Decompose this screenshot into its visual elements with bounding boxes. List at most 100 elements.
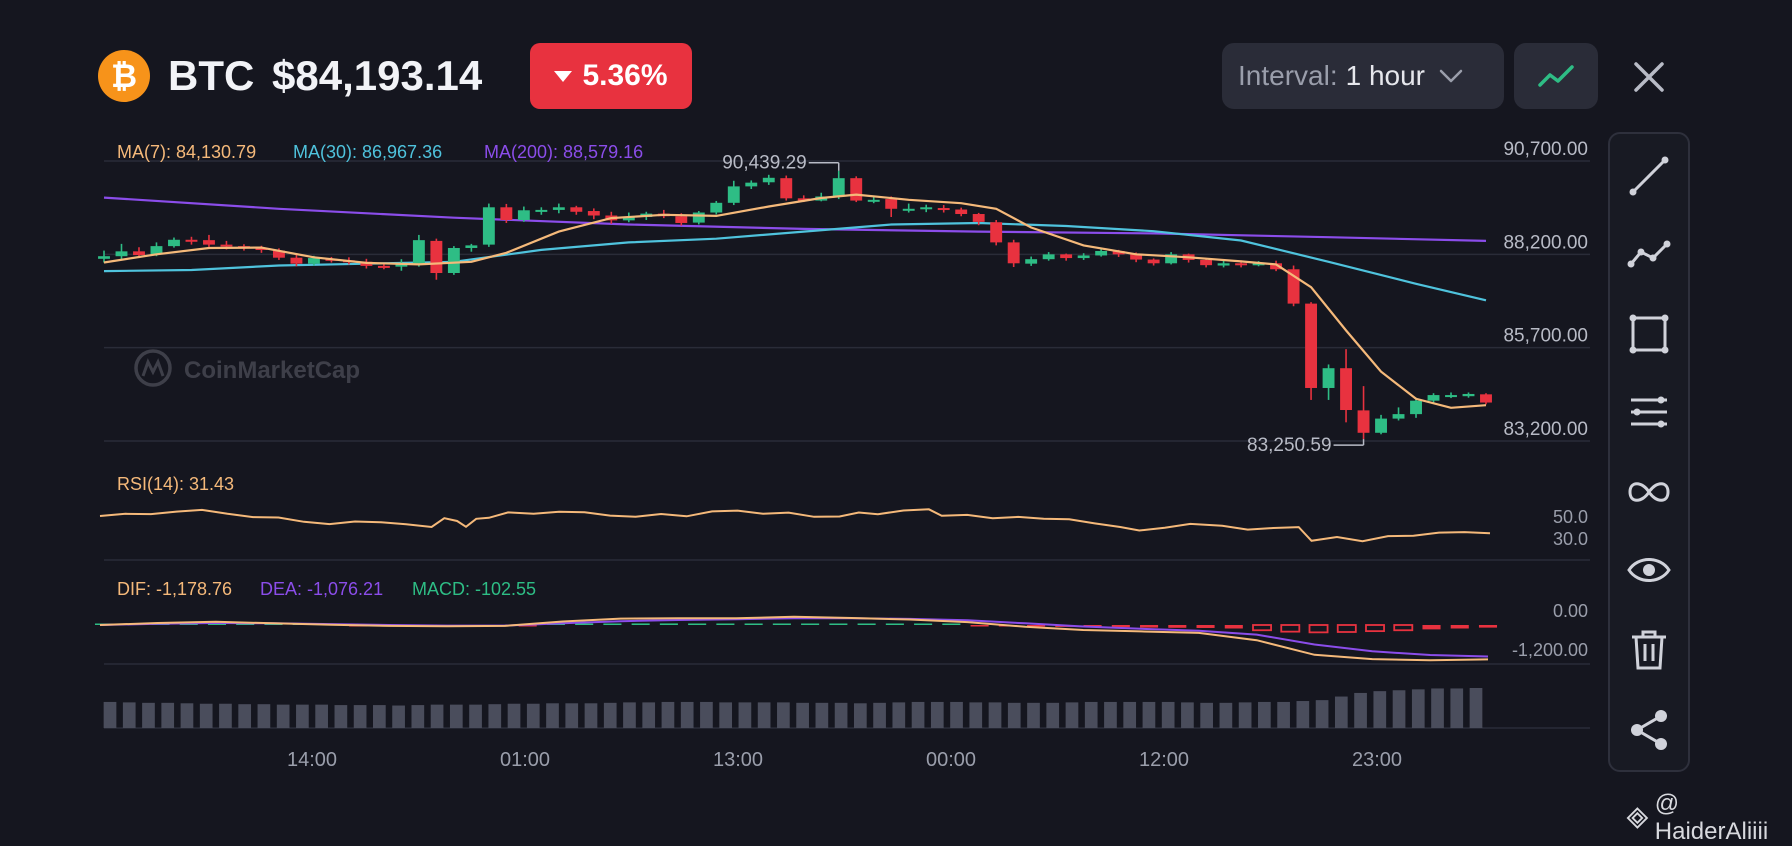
share-tool[interactable] — [1610, 700, 1688, 760]
time-tick-label: 13:00 — [713, 749, 763, 771]
volume-bar — [719, 702, 733, 728]
macd-histogram-bar — [1168, 625, 1187, 628]
price-change-badge: 5.36% — [530, 43, 692, 109]
rsi-path — [99, 508, 1491, 543]
trend-line-tool[interactable] — [1610, 146, 1688, 206]
volume-bar — [1181, 702, 1194, 728]
volume-bar — [1258, 701, 1271, 728]
diamond-logo-icon — [1626, 807, 1649, 829]
volume-bar — [219, 703, 232, 728]
volume-bar — [1392, 690, 1406, 728]
candle-body — [745, 182, 758, 187]
volume-bar — [1142, 701, 1156, 728]
candle-body — [430, 240, 443, 273]
volume-bar — [488, 704, 502, 728]
candle-body — [1427, 395, 1440, 401]
candle-body — [395, 264, 408, 267]
volume-bars — [103, 688, 1483, 728]
volume-bar — [526, 703, 540, 728]
high-marker-label: 90,439.29 — [722, 153, 807, 174]
delete-tool[interactable] — [1610, 620, 1688, 680]
coin-symbol: BTC — [168, 52, 255, 99]
volume-bar — [373, 705, 386, 728]
candle-body — [1095, 250, 1108, 256]
ma200-legend: MA(200): 88,579.16 — [484, 142, 643, 162]
candle-body — [517, 210, 530, 220]
volume-bar — [1046, 702, 1060, 728]
price-axis: 90,700.00 88,200.00 85,700.00 83,200.00 — [1503, 139, 1588, 440]
visibility-tool[interactable] — [1610, 540, 1688, 600]
candle-body — [1217, 263, 1230, 266]
price-tick-label: 90,700.00 — [1503, 139, 1588, 160]
candle-body — [133, 251, 145, 256]
macd-histogram-bar — [801, 623, 820, 625]
credit-watermark: @ HaiderAliiii — [1626, 790, 1792, 846]
macd-histogram-bar — [688, 623, 707, 625]
rsi-legend: RSI(14): 31.43 — [117, 474, 234, 494]
candle-body — [465, 245, 478, 248]
interval-value: 1 hour — [1345, 60, 1426, 91]
volume-bar — [430, 704, 444, 728]
volume-bar — [449, 704, 463, 728]
parallel-lines-tool[interactable] — [1610, 382, 1688, 442]
infinite-line-tool[interactable] — [1610, 462, 1688, 522]
macd-histogram-bar — [1365, 624, 1385, 633]
chart-type-button[interactable] — [1514, 43, 1598, 109]
candle-body — [1270, 263, 1283, 270]
close-button[interactable] — [1626, 54, 1672, 100]
ma200-line — [103, 196, 1487, 242]
bitcoin-icon: ₿ — [98, 50, 150, 102]
volume-bar — [546, 703, 559, 728]
volume-bar — [103, 701, 117, 728]
time-tick-label: 12:00 — [1139, 749, 1189, 771]
candle-body — [1305, 303, 1318, 388]
price-tick-label: 88,200.00 — [1503, 232, 1588, 253]
candle-body — [1200, 259, 1213, 266]
volume-bar — [796, 702, 809, 728]
candle-body — [955, 209, 968, 215]
volume-bar — [988, 702, 1002, 728]
low-marker-label: 83,250.59 — [1247, 435, 1332, 456]
candle-body — [622, 217, 635, 221]
candle-body — [1392, 414, 1405, 419]
polyline-tool[interactable] — [1610, 224, 1688, 284]
macd-histogram-bar — [1027, 625, 1046, 627]
volume-bar — [1469, 688, 1483, 728]
candle-body — [150, 246, 163, 255]
rsi-panel: 50.030.0 — [99, 507, 1588, 549]
volume-bar — [1238, 702, 1252, 728]
volume-bar — [623, 702, 636, 728]
macd-tick-label: 0.00 — [1553, 601, 1588, 621]
candle-body — [412, 240, 425, 265]
rectangle-tool[interactable] — [1610, 304, 1688, 364]
down-arrow-icon — [554, 70, 573, 82]
volume-bar — [257, 704, 271, 728]
volume-bar — [1027, 702, 1040, 728]
volume-bar — [142, 702, 155, 728]
volume-bar — [834, 702, 848, 728]
ma7-path — [103, 193, 1487, 409]
candle-body — [990, 222, 1003, 243]
volume-bar — [507, 703, 521, 728]
macd-histogram-bar — [829, 623, 848, 625]
candle-body — [692, 212, 705, 223]
polyline-icon — [1627, 240, 1671, 268]
ma30-path — [103, 221, 1487, 302]
candle-body — [832, 178, 845, 197]
macd-histogram-bar — [1450, 625, 1469, 629]
candle-body — [535, 209, 548, 212]
infinite-line-icon — [1628, 482, 1670, 502]
eye-icon — [1627, 558, 1671, 582]
volume-bar — [777, 702, 790, 728]
candle-body — [1322, 368, 1335, 388]
candle-body — [1375, 418, 1387, 433]
candle-body — [290, 257, 303, 264]
ma7-line — [103, 193, 1487, 409]
volume-bar — [353, 705, 367, 728]
volume-bar — [1373, 691, 1387, 728]
time-tick-label: 23:00 — [1352, 749, 1402, 771]
interval-dropdown[interactable]: Interval: 1 hour — [1222, 43, 1504, 109]
volume-bar — [1007, 702, 1021, 728]
price-chart[interactable]: CoinMarketCap 90,700.00 88,200.00 85,700.0… — [0, 0, 1600, 828]
volume-bar — [1277, 701, 1290, 728]
